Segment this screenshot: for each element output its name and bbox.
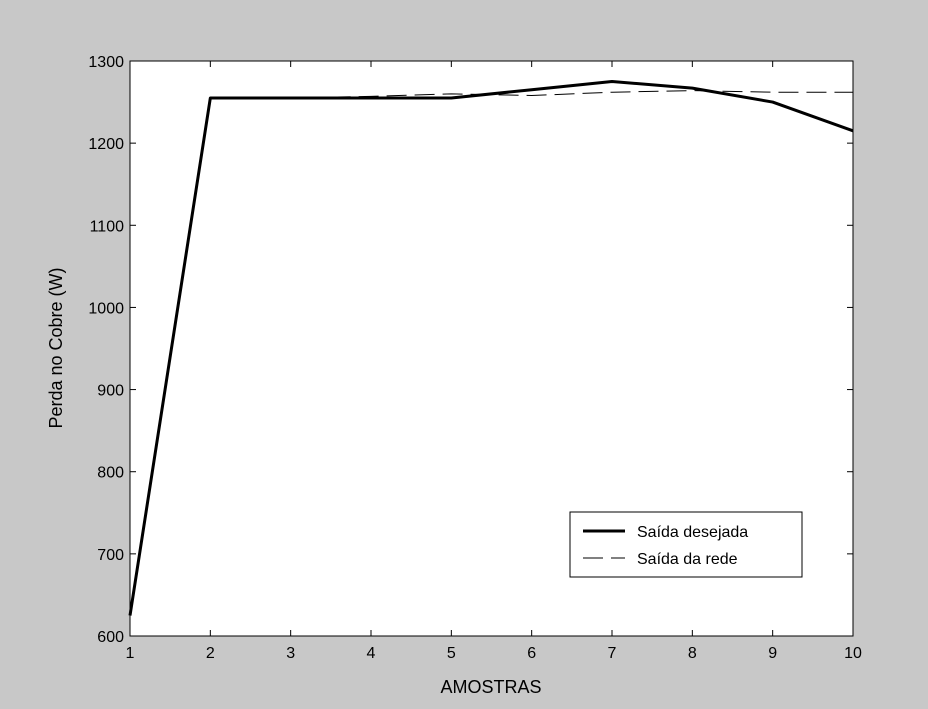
x-tick-label: 2	[206, 645, 215, 662]
y-tick-label: 1300	[88, 54, 124, 71]
x-tick-label: 4	[367, 645, 376, 662]
y-tick-label: 600	[97, 629, 124, 646]
legend-label-rede: Saída da rede	[637, 551, 738, 568]
y-tick-label: 800	[97, 465, 124, 482]
y-tick-label: 1100	[90, 218, 125, 235]
legend-label-desejada: Saída desejada	[637, 524, 748, 541]
x-tick-label: 5	[447, 645, 456, 662]
y-tick-label: 1200	[88, 136, 124, 153]
legend: Saída desejada Saída da rede	[569, 511, 803, 578]
x-tick-label: 8	[688, 645, 697, 662]
axis-ticks: 1 2 3 4 5 6 7 8 9 10 600 700 800 900 1000 1100 1200 1300	[88, 54, 862, 662]
legend-box	[569, 511, 803, 578]
series-line-saida-da-rede	[129, 90, 853, 616]
x-tick-label: 3	[286, 645, 295, 662]
y-tick-label: 700	[97, 547, 124, 564]
x-tick-label: 10	[844, 645, 862, 662]
y-tick-label: 1000	[88, 300, 124, 317]
series-layer	[128, 80, 854, 616]
x-tick-label: 9	[768, 645, 777, 662]
y-tick-label: 900	[97, 383, 124, 400]
x-tick-label: 1	[126, 645, 135, 662]
x-axis-label: AMOSTRAS	[440, 677, 541, 697]
y-axis-label: Perda no Cobre (W)	[46, 267, 66, 428]
x-tick-label: 7	[608, 645, 617, 662]
x-tick-label: 6	[527, 645, 536, 662]
